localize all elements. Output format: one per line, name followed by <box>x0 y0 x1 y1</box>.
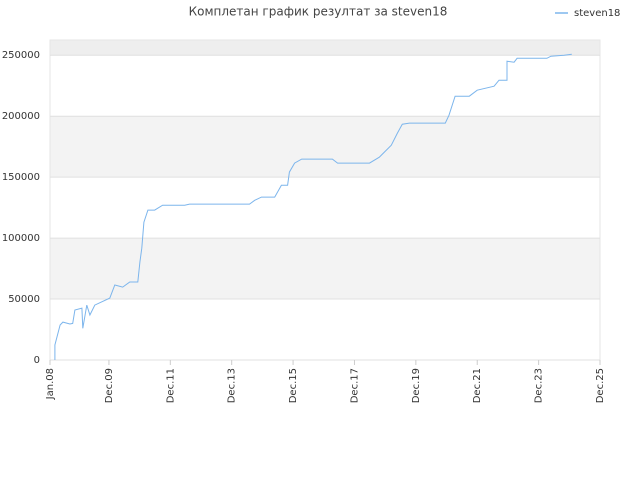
x-tick-label: Dec.17 <box>349 368 360 403</box>
x-tick-label: Dec.11 <box>165 368 176 403</box>
y-tick-label: 100000 <box>2 233 40 244</box>
x-tick-label: Jan.08 <box>45 368 56 400</box>
y-tick-label: 150000 <box>2 172 40 183</box>
data-line <box>54 53 572 360</box>
y-tick-label: 250000 <box>2 50 40 61</box>
chart-title: Комплетан график резултат за steven18 <box>189 5 448 19</box>
y-tick-label: 0 <box>34 355 40 366</box>
y-tick-label: 200000 <box>2 111 40 122</box>
y-tick-label: 50000 <box>8 294 40 305</box>
plot-border <box>49 39 601 361</box>
x-tick-label: Dec.25 <box>595 368 606 403</box>
grid-band <box>50 116 600 178</box>
grid-band <box>50 40 600 56</box>
x-tick-label: Dec.19 <box>411 368 422 403</box>
legend-label: steven18 <box>574 8 620 19</box>
x-tick-label: Dec.23 <box>534 368 545 403</box>
x-tick-label: Dec.15 <box>288 368 299 403</box>
x-tick-label: Dec.21 <box>472 368 483 403</box>
x-tick-label: Dec.13 <box>227 368 238 403</box>
grid-band <box>50 238 600 300</box>
x-tick-label: Dec.09 <box>104 368 115 403</box>
